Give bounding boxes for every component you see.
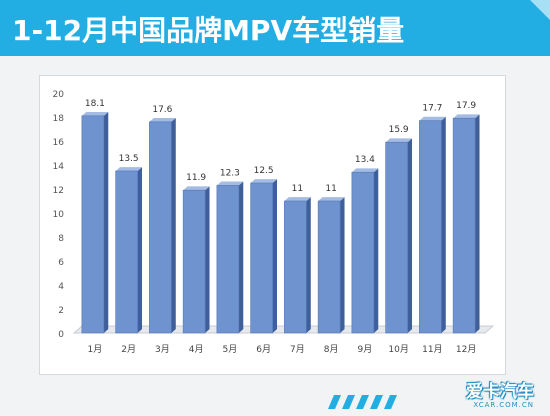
bar: [385, 141, 408, 334]
data-label: 17.7: [422, 104, 442, 114]
bar: [216, 185, 240, 334]
x-tick-label: 7月: [290, 344, 305, 355]
bar-top: [216, 181, 244, 186]
bar: [284, 200, 307, 334]
bar: [81, 115, 105, 334]
bar-side: [205, 186, 210, 333]
y-tick-label: 16: [53, 138, 65, 148]
footer-stripe: [356, 395, 369, 409]
data-label: 17.9: [456, 101, 476, 111]
footer: 爱卡汽车 XCAR.COM.CN: [0, 372, 550, 412]
footer-stripe: [342, 395, 355, 409]
bar: [419, 120, 442, 334]
bar: [351, 171, 375, 334]
bar-top: [149, 117, 176, 122]
footer-stripe: [384, 395, 397, 409]
bar-side: [373, 168, 379, 333]
bar-side: [238, 181, 244, 333]
bar-top: [318, 197, 345, 201]
data-label: 17.6: [152, 105, 172, 115]
x-tick-label: 2月: [121, 344, 136, 355]
data-label: 12.5: [254, 166, 274, 176]
bar: [182, 189, 206, 334]
brand-logo-text: 爱卡汽车: [466, 382, 534, 402]
bar-top: [81, 111, 109, 116]
bar-top: [115, 167, 143, 171]
x-tick-label: 9月: [358, 344, 373, 355]
x-tick-label: 1月: [88, 344, 103, 355]
bar: [452, 117, 476, 334]
data-label: 15.9: [389, 125, 409, 135]
bar-side: [306, 197, 311, 333]
y-tick-label: 6: [58, 258, 64, 268]
title-bar: 1-12月中国品牌MPV车型销量: [0, 0, 550, 56]
bar-top: [284, 197, 311, 201]
bar: [317, 200, 341, 334]
footer-stripes: [328, 395, 397, 409]
data-label: 11: [292, 184, 303, 194]
y-tick-label: 12: [53, 186, 64, 196]
bar: [115, 170, 138, 334]
x-tick-label: 8月: [324, 344, 339, 355]
data-label: 13.4: [355, 155, 375, 165]
x-tick-label: 11月: [422, 344, 442, 355]
y-tick-label: 2: [58, 306, 64, 316]
x-tick-label: 10月: [388, 344, 408, 355]
y-tick-label: 0: [58, 330, 64, 340]
bar-top: [453, 114, 480, 119]
x-tick-label: 12月: [456, 344, 476, 355]
footer-stripe: [328, 395, 341, 409]
bar-chart: 0 2 4 6 8 10 12 14 16 18 20 18.1 1月 13.5 2月 17.6 3月 11.9 4…: [53, 90, 495, 355]
bar-top: [419, 116, 446, 121]
bar-side: [475, 114, 480, 333]
brand-logo-domain: XCAR.COM.CN: [473, 401, 534, 409]
bar-side: [272, 179, 278, 333]
y-tick-label: 14: [53, 162, 65, 172]
page-title: 1-12月中国品牌MPV车型销量: [12, 14, 405, 47]
bar: [250, 182, 273, 334]
bar-top: [385, 138, 413, 143]
bar-top: [183, 186, 210, 191]
y-tick-label: 4: [58, 282, 64, 292]
bar-side: [171, 117, 176, 333]
x-tick-label: 4月: [189, 344, 204, 355]
bar-top: [250, 179, 278, 183]
bar-side: [407, 138, 413, 333]
data-label: 18.1: [85, 99, 105, 109]
chart-panel: 0 2 4 6 8 10 12 14 16 18 20 18.1 1月 13.5 2月 17.6 3月 11.9 4…: [39, 75, 506, 375]
x-tick-label: 5月: [223, 344, 238, 355]
bar-side: [103, 111, 109, 333]
bar-side: [441, 116, 446, 333]
data-label: 11: [325, 184, 336, 194]
data-label: 11.9: [186, 173, 206, 183]
data-label: 12.3: [220, 168, 240, 178]
bar-top: [351, 168, 379, 173]
data-label: 13.5: [119, 154, 139, 164]
bar-side: [137, 167, 143, 333]
y-tick-label: 10: [53, 210, 65, 220]
y-tick-label: 20: [53, 90, 65, 100]
y-tick-label: 8: [58, 234, 64, 244]
bar: [149, 121, 172, 334]
x-tick-label: 6月: [256, 344, 271, 355]
footer-stripe: [370, 395, 383, 409]
y-tick-label: 18: [53, 114, 65, 124]
x-tick-label: 3月: [155, 344, 170, 355]
brand-logo: 爱卡汽车 XCAR.COM.CN: [466, 383, 534, 409]
title-bar-shape: [0, 0, 550, 56]
bar-side: [340, 197, 345, 333]
